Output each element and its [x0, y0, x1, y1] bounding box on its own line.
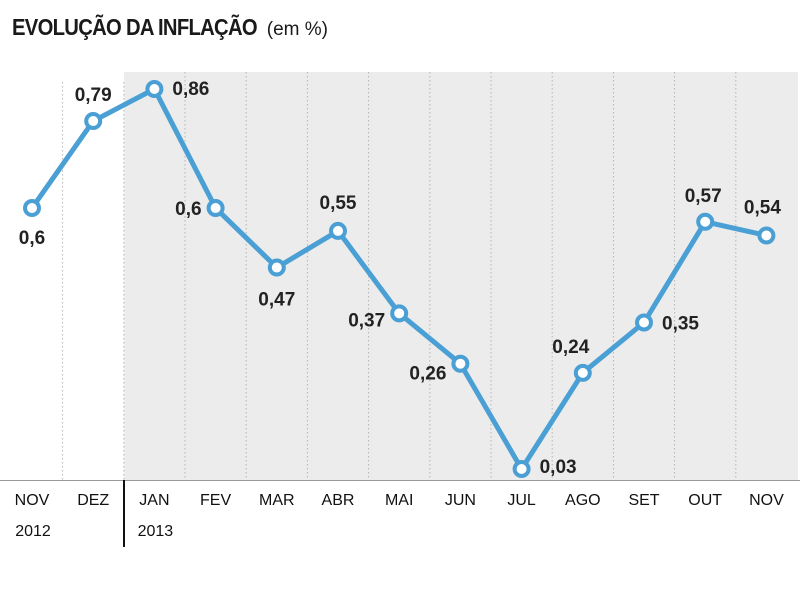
- x-tick-label: JAN: [139, 492, 169, 509]
- data-point: [573, 363, 592, 382]
- data-point: [451, 354, 470, 373]
- data-label: 0,55: [320, 193, 357, 214]
- data-label: 0,6: [19, 228, 45, 249]
- year-label: 2013: [138, 523, 174, 540]
- chart-title-block: EVOLUÇÃO DA INFLAÇÃO (em %): [12, 14, 328, 41]
- x-tick-label: JUL: [507, 492, 536, 509]
- x-tick-label: MAR: [259, 492, 295, 509]
- x-tick-label: MAI: [385, 492, 413, 509]
- x-tick-label: ABR: [322, 492, 355, 509]
- x-tick-label: NOV: [15, 492, 50, 509]
- data-label: 0,35: [662, 313, 699, 334]
- x-tick-label: FEV: [200, 492, 231, 509]
- data-point: [757, 226, 776, 245]
- chart-title: EVOLUÇÃO DA INFLAÇÃO: [12, 14, 258, 40]
- data-point: [23, 199, 41, 218]
- data-label: 0,26: [409, 364, 446, 385]
- x-tick-label: AGO: [565, 492, 601, 509]
- data-point: [390, 304, 409, 323]
- data-point: [696, 212, 715, 231]
- data-point: [267, 258, 286, 277]
- data-label: 0,47: [258, 290, 295, 311]
- data-point: [329, 221, 347, 240]
- plot-shaded-background: [124, 72, 798, 480]
- x-tick-label: OUT: [688, 492, 722, 509]
- x-tick-label: DEZ: [77, 492, 109, 509]
- data-point: [145, 80, 164, 98]
- data-label: 0,03: [540, 457, 577, 478]
- data-label: 0,24: [552, 337, 589, 358]
- data-label: 0,37: [348, 310, 385, 331]
- data-point: [84, 112, 103, 131]
- data-label: 0,6: [175, 199, 201, 220]
- year-label: 2012: [15, 523, 51, 540]
- data-point: [206, 199, 225, 218]
- data-label: 0,79: [75, 85, 112, 106]
- chart-subtitle: (em %): [266, 19, 328, 40]
- x-tick-label: SET: [628, 492, 659, 509]
- x-tick-label: JUN: [445, 492, 476, 509]
- x-tick-label: NOV: [749, 492, 784, 509]
- data-point: [635, 313, 653, 332]
- data-label: 0,57: [685, 186, 722, 207]
- data-label: 0,86: [172, 79, 209, 100]
- data-point: [512, 460, 531, 478]
- data-label: 0,54: [744, 198, 781, 219]
